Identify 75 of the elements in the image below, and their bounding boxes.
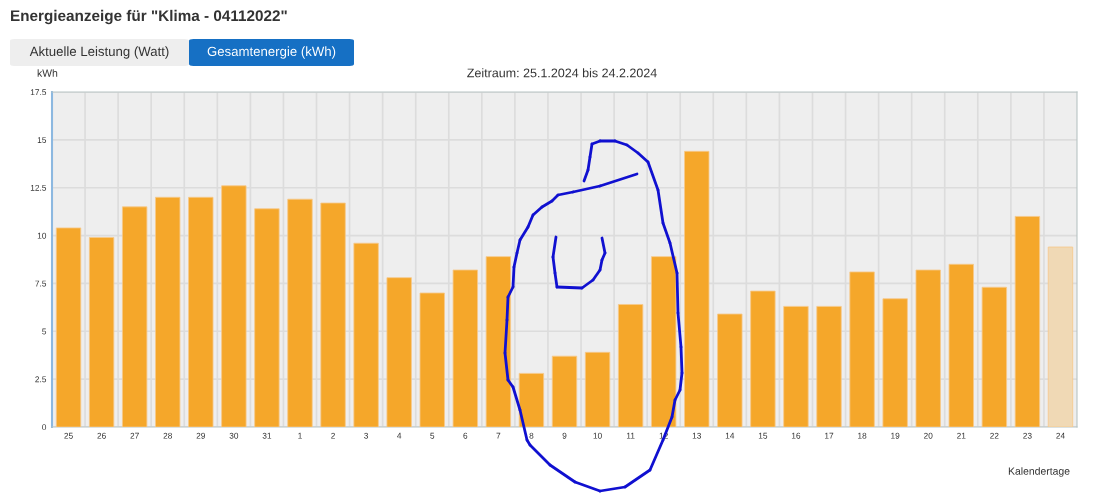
bar [783,305,809,427]
bar [617,304,644,427]
bar [551,355,578,427]
y-tick-label: 7.5 [35,280,47,287]
bar [518,372,545,427]
bar [684,150,710,427]
x-tick-label: 7 [496,432,501,439]
x-tick-label: 11 [626,432,635,439]
x-tick-label: 21 [957,432,966,439]
x-tick-label: 28 [163,432,172,439]
x-tick-label: 24 [1056,432,1065,439]
bar [750,290,776,427]
x-tick-label: 19 [891,432,900,439]
bar [452,269,478,427]
bar [915,269,941,427]
y-tick-label: 17.5 [30,89,47,96]
bar [651,256,677,427]
y-tick-label: 15 [37,137,47,143]
x-tick-label: 29 [196,432,206,439]
text: Aktuelle Leistung (Watt) [29,46,169,59]
y-tick-label: 12.5 [30,184,47,191]
bar [386,277,412,427]
x-axis-title: Kalendertage [1008,467,1070,477]
bar [882,298,908,427]
x-tick-label: 26 [97,432,106,439]
x-tick-label: 20 [923,432,933,439]
bar [485,256,512,427]
y-tick-label: 0 [42,424,47,431]
x-tick-label: 17 [825,432,834,439]
bar [1047,246,1074,427]
x-tick-label: 16 [791,432,801,439]
x-tick-label: 5 [430,432,435,439]
x-tick-label: 10 [593,432,602,439]
chart-subtitle: Zeitraum: 25.1.2024 bis 24.2.2024 [467,68,657,78]
x-tick-label: 1 [298,432,302,439]
bar [353,242,379,427]
y-tick-label: 10 [37,232,47,239]
x-tick-label: 14 [725,432,735,439]
x-tick-label: 6 [463,432,468,439]
bar [1014,216,1041,427]
x-tick-label: 8 [529,432,534,439]
bar [155,196,181,427]
chart-title: Energieanzeige für "Klima - 04112022" [11,9,287,25]
x-tick-label: 9 [562,432,567,439]
bar [816,305,842,427]
bar [584,351,611,427]
bar [122,206,148,427]
y-tick-label: 5 [42,328,47,335]
bar [254,208,280,427]
y-axis-title: kWh [37,69,58,77]
bar [221,185,247,427]
x-tick-label: 13 [692,432,702,439]
bar [948,263,974,427]
bar [981,286,1007,427]
x-tick-label: 18 [858,432,867,439]
bar [419,292,445,427]
x-tick-label: 27 [130,432,139,439]
x-tick-label: 15 [758,432,768,439]
x-tick-label: 2 [331,432,335,439]
bar [55,227,82,427]
bar [287,198,313,427]
x-tick-label: 4 [397,432,402,439]
x-tick-label: 23 [1023,432,1032,439]
x-tick-label: 31 [262,432,272,439]
bar [717,313,743,427]
bar [188,196,214,427]
bar [88,237,115,427]
bar [849,271,875,427]
text: Gesamtenergie (kWh) [207,46,336,59]
y-tick-label: 2.5 [35,376,47,383]
x-tick-label: 3 [364,432,369,439]
x-tick-label: 25 [64,432,73,439]
x-tick-label: 22 [990,432,999,439]
x-tick-label: 30 [229,432,239,439]
bar [320,202,346,427]
